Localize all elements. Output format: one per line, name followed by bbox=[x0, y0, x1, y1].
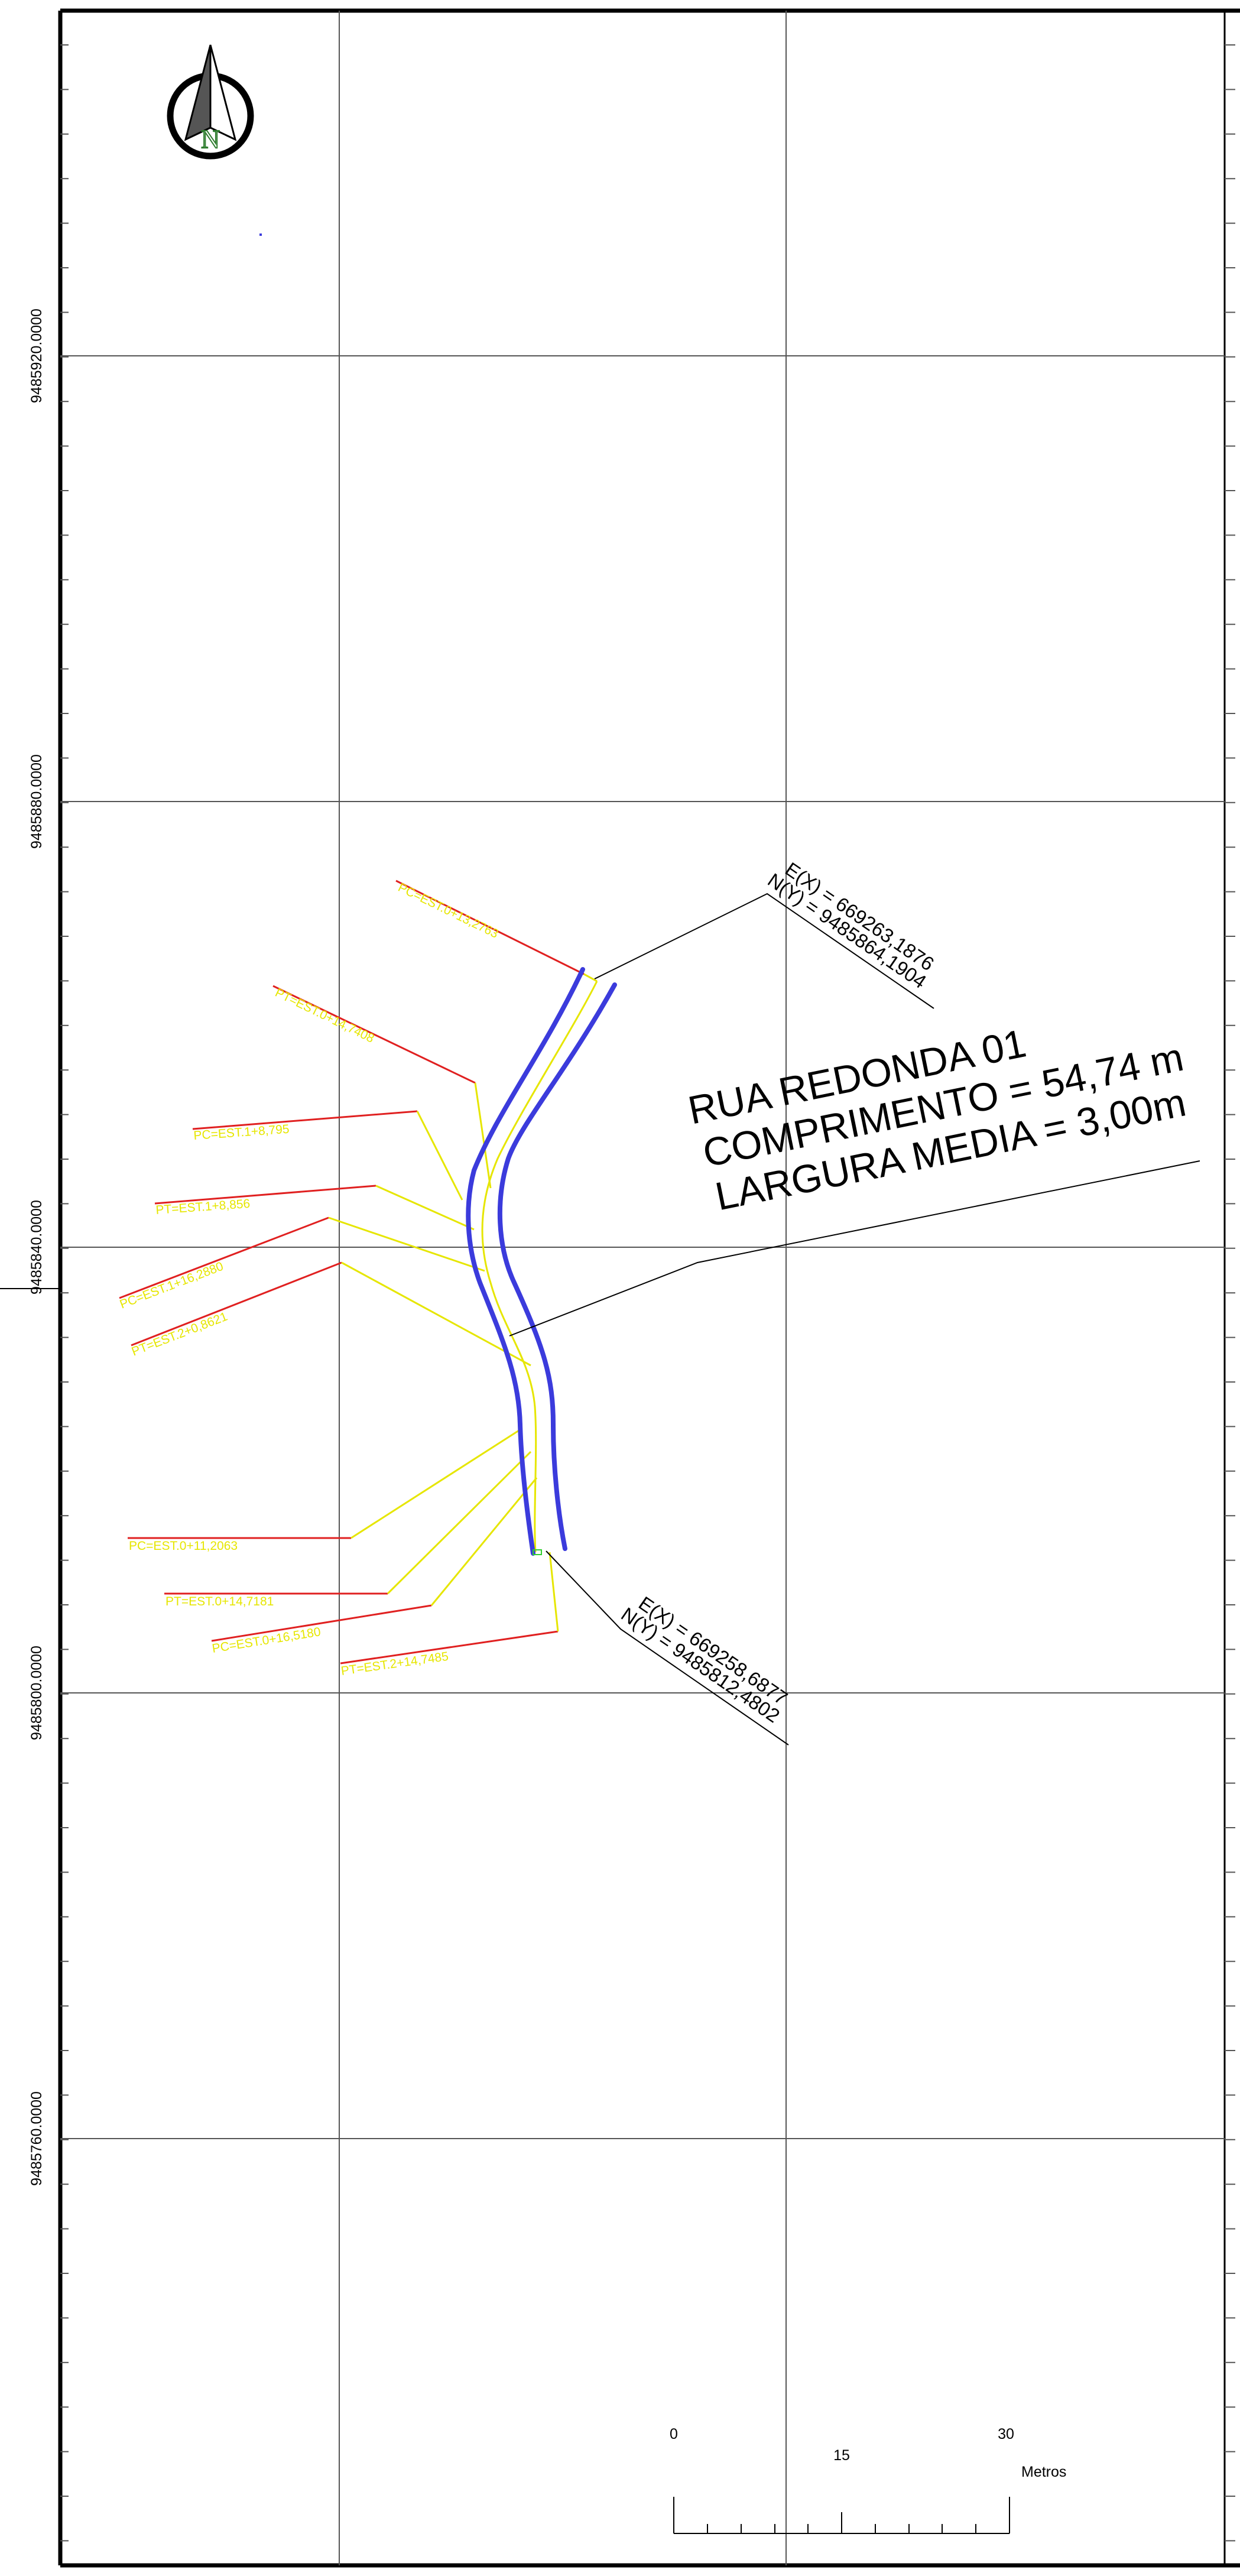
y-tick-label: 9485760.0000 bbox=[28, 2091, 45, 2186]
station-leaders bbox=[119, 880, 585, 1665]
north-letter: N bbox=[201, 125, 220, 154]
station-label: PT=EST.2+14,7485 bbox=[340, 1650, 449, 1678]
station-label: PC=EST.0+11,2063 bbox=[129, 1539, 238, 1553]
y-tick-label: 9485880.0000 bbox=[28, 754, 45, 849]
station-label: PC=EST.1+16,2880 bbox=[118, 1260, 226, 1312]
coordinate-grid bbox=[60, 11, 1225, 2565]
frame-ticks bbox=[60, 44, 1235, 2542]
station-label: PT=EST.0+14,7181 bbox=[165, 1595, 274, 1608]
station-label: PT=EST.1+8,856 bbox=[155, 1197, 251, 1217]
station-label: PC=EST.0+16,5180 bbox=[211, 1625, 322, 1656]
y-tick-label: 9485920.0000 bbox=[28, 309, 45, 403]
end-marker bbox=[533, 1549, 542, 1555]
scale-tick-label: 0 bbox=[670, 2426, 678, 2442]
station-label: PC=EST.0+13,2763 bbox=[396, 881, 501, 941]
station-label: PC=EST.1+8,795 bbox=[193, 1122, 290, 1143]
road-edge-right bbox=[497, 982, 617, 1551]
coordinate-leaders bbox=[509, 893, 1200, 1746]
end-northing: N(Y) = 9485812,4802 bbox=[617, 1603, 784, 1727]
end-coordinates: E(X) = 669258,6877 N(Y) = 9485812,4802 bbox=[617, 1592, 791, 1727]
north-arrow-icon: N bbox=[167, 44, 254, 160]
road-centerline bbox=[481, 981, 598, 1553]
station-offset-leaders bbox=[328, 973, 598, 1632]
marker-dot bbox=[259, 233, 262, 236]
street-info: RUA REDONDA 01 COMPRIMENTO = 54,74 m LAR… bbox=[684, 1021, 1190, 1219]
scale-bar: 0 15 30 Metros bbox=[670, 2426, 1066, 2534]
start-coordinates: E(X) = 669263,1876 N(Y) = 9485864,1904 bbox=[764, 858, 938, 993]
station-label: PT=EST.2+0,8621 bbox=[130, 1310, 229, 1359]
y-tick-label: 9485840.0000 bbox=[28, 1200, 45, 1295]
road-edge-left bbox=[466, 967, 585, 1556]
scale-tick-label: 15 bbox=[833, 2447, 850, 2464]
end-easting: E(X) = 669258,6877 bbox=[635, 1592, 791, 1709]
y-tick-label: 9485800.0000 bbox=[28, 1646, 45, 1740]
scale-unit: Metros bbox=[1021, 2464, 1066, 2480]
station-labels: PC=EST.0+13,2763 PT=EST.0+14,7408 PC=EST… bbox=[118, 881, 501, 1678]
road-edges bbox=[466, 967, 617, 1556]
scale-tick-label: 30 bbox=[998, 2426, 1014, 2442]
start-northing: N(Y) = 9485864,1904 bbox=[764, 869, 930, 993]
map-frame bbox=[0, 8, 1240, 2568]
station-label: PT=EST.0+14,7408 bbox=[273, 986, 376, 1046]
y-axis-labels: 9485920.0000 9485880.0000 9485840.0000 9… bbox=[28, 309, 45, 2186]
